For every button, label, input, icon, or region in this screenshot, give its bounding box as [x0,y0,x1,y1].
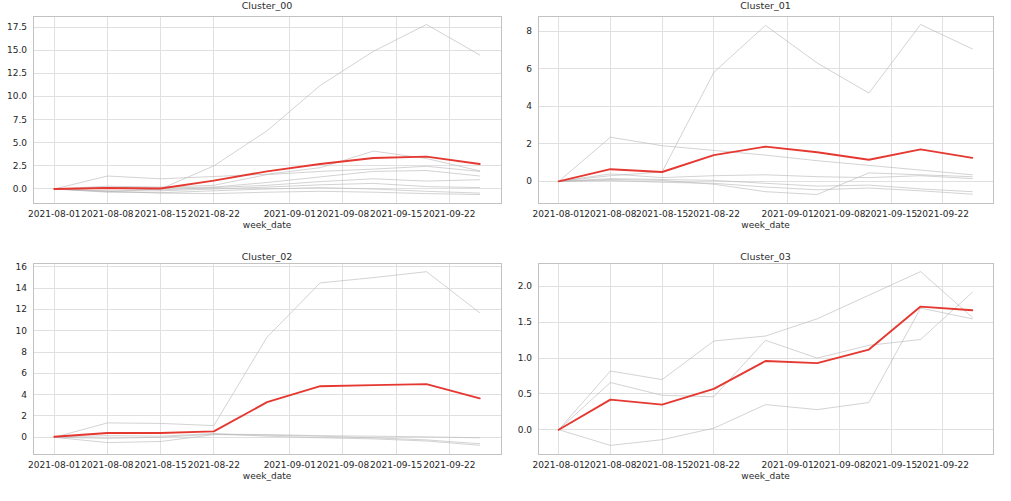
x-tick-label: 2021-09-22 [917,209,969,219]
x-tick-label: 2021-09-15 [865,209,917,219]
y-tick-label: 2.5 [13,161,27,171]
y-tick-label: 14 [16,283,28,293]
x-tick-label: 2021-08-15 [636,209,688,219]
y-tick-label: 0.0 [518,425,533,435]
x-tick-label: 2021-08-15 [134,460,186,470]
centroid-line [559,307,973,430]
subplot-cluster-02: 02468101214162021-08-012021-08-082021-08… [0,251,505,501]
member-line [559,25,973,182]
x-tick-label: 2021-08-08 [81,460,134,470]
x-tick-label: 2021-08-08 [584,460,637,470]
plot-title-cluster-03: Cluster_03 [538,251,993,263]
x-tick-label: 2021-08-22 [688,209,740,219]
member-line [559,174,973,182]
member-line [559,308,973,445]
y-tick-label: 10 [16,326,28,336]
x-tick-label: 2021-08-15 [134,209,186,219]
cluster-trends-figure: 0.02.55.07.510.012.515.017.52021-08-0120… [0,0,1011,501]
x-tick-label: 2021-09-22 [423,460,475,470]
centroid-line [54,157,479,189]
plot-title-cluster-00: Cluster_00 [33,0,501,12]
x-axis-label: week_date [33,470,501,482]
member-line [559,272,973,430]
x-tick-label: 2021-09-15 [370,209,422,219]
x-tick-label: 2021-08-08 [81,209,134,219]
y-tick-label: 4 [21,390,27,400]
y-tick-label: 16 [16,262,28,272]
y-tick-label: 4 [526,101,532,111]
y-tick-label: 0 [526,176,532,186]
x-tick-label: 2021-08-01 [533,209,585,219]
x-axis-label: week_date [538,219,993,231]
plot-canvas-cluster-01: 024682021-08-012021-08-082021-08-152021-… [506,0,1011,250]
x-tick-label: 2021-08-22 [688,460,740,470]
y-tick-label: 12.5 [7,68,27,78]
y-tick-label: 7.5 [13,115,27,125]
x-axis-label: week_date [33,219,501,231]
x-tick-label: 2021-08-01 [533,460,585,470]
x-tick-label: 2021-09-08 [813,460,866,470]
y-tick-label: 8 [21,347,27,357]
x-tick-label: 2021-09-08 [317,209,370,219]
x-tick-label: 2021-09-01 [762,460,814,470]
x-tick-label: 2021-09-15 [370,460,422,470]
y-tick-label: 0.0 [13,184,28,194]
x-tick-label: 2021-08-15 [636,460,688,470]
x-tick-label: 2021-09-22 [917,460,969,470]
y-tick-label: 6 [526,64,532,74]
plot-title-cluster-02: Cluster_02 [33,251,501,263]
x-tick-label: 2021-08-22 [188,460,240,470]
y-tick-label: 15.0 [7,45,27,55]
x-axis-label: week_date [538,470,993,482]
member-line [54,183,479,190]
y-tick-label: 10.0 [7,91,27,101]
y-tick-label: 2 [21,411,27,421]
subplot-cluster-03: 0.00.51.01.52.02021-08-012021-08-082021-… [506,251,1011,501]
axes-spines [33,263,501,454]
y-tick-label: 17.5 [7,22,27,32]
x-tick-label: 2021-08-08 [584,209,637,219]
x-tick-label: 2021-09-08 [317,460,370,470]
y-tick-label: 2.0 [518,281,533,291]
plot-title-cluster-01: Cluster_01 [538,0,993,12]
x-tick-label: 2021-09-01 [264,460,316,470]
y-tick-label: 0 [21,432,27,442]
y-tick-label: 6 [21,368,27,378]
plot-canvas-cluster-00: 0.02.55.07.510.012.515.017.52021-08-0120… [0,0,505,250]
member-line [54,189,479,195]
y-tick-label: 8 [526,26,532,36]
y-tick-label: 0.5 [518,389,532,399]
y-tick-label: 1.0 [518,353,533,363]
member-line [54,272,479,438]
x-tick-label: 2021-09-15 [865,460,917,470]
subplot-cluster-01: 024682021-08-012021-08-082021-08-152021-… [506,0,1011,250]
x-tick-label: 2021-09-22 [423,209,475,219]
x-tick-label: 2021-08-01 [28,460,80,470]
x-tick-label: 2021-08-22 [188,209,240,219]
y-tick-label: 2 [526,139,532,149]
x-tick-label: 2021-08-01 [28,209,80,219]
y-tick-label: 5.0 [13,138,28,148]
x-tick-label: 2021-09-01 [264,209,316,219]
y-tick-label: 12 [16,304,27,314]
y-tick-label: 1.5 [518,317,532,327]
centroid-line [54,384,479,437]
plot-canvas-cluster-03: 0.00.51.01.52.02021-08-012021-08-082021-… [506,251,1011,501]
subplot-cluster-00: 0.02.55.07.510.012.515.017.52021-08-0120… [0,0,505,250]
x-tick-label: 2021-09-01 [762,209,814,219]
plot-canvas-cluster-02: 02468101214162021-08-012021-08-082021-08… [0,251,505,501]
x-tick-label: 2021-09-08 [813,209,866,219]
